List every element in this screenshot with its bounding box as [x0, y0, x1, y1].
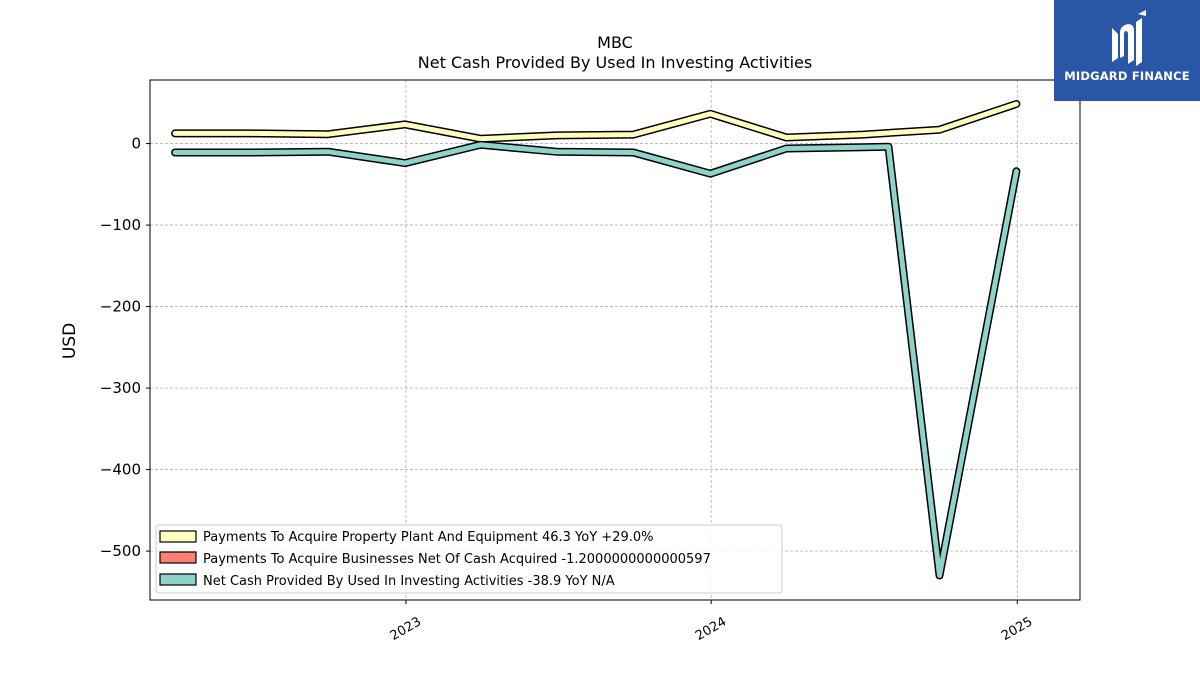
series-2	[171, 140, 1021, 580]
plot-frame	[149, 79, 1081, 601]
logo-text: MIDGARD FINANCE	[1064, 69, 1190, 83]
legend-swatch-net-cash	[159, 573, 197, 586]
y-axis-label: USD	[60, 323, 80, 359]
legend-label-net-cash: Net Cash Provided By Used In Investing A…	[203, 574, 615, 589]
legend: Payments To Acquire Property Plant And E…	[155, 524, 783, 594]
series-line-outline	[171, 140, 1021, 580]
legend-label-businesses: Payments To Acquire Businesses Net Of Ca…	[203, 552, 711, 567]
legend-swatch-ppe	[159, 530, 197, 543]
y-tick-label: −300	[100, 379, 141, 397]
chart-title: MBC	[597, 33, 633, 52]
y-tick-label: −500	[100, 542, 141, 560]
midgard-logo-icon	[1112, 10, 1146, 66]
y-axis-ticks: 0 −100 −200 −300 −400 −500	[100, 135, 150, 560]
series-0	[171, 100, 1021, 143]
x-tick-label: 2025	[999, 614, 1035, 644]
x-tick-label: 2024	[693, 614, 729, 644]
y-tick-label: −400	[100, 461, 141, 479]
grid-layer	[150, 80, 1080, 600]
x-axis-ticks: 2023 2024 2025	[388, 600, 1035, 644]
legend-label-ppe: Payments To Acquire Property Plant And E…	[203, 530, 654, 545]
midgard-finance-logo: MIDGARD FINANCE	[1054, 0, 1200, 101]
chart-subtitle: Net Cash Provided By Used In Investing A…	[418, 53, 812, 72]
x-tick-label: 2023	[388, 614, 424, 644]
series-layer	[171, 100, 1021, 580]
y-tick-label: 0	[131, 135, 141, 153]
legend-box	[155, 524, 783, 594]
y-tick-label: −200	[100, 298, 141, 316]
series-line	[172, 142, 1019, 578]
legend-swatch-businesses	[159, 551, 197, 564]
series-line	[172, 101, 1019, 142]
y-tick-label: −100	[100, 216, 141, 234]
